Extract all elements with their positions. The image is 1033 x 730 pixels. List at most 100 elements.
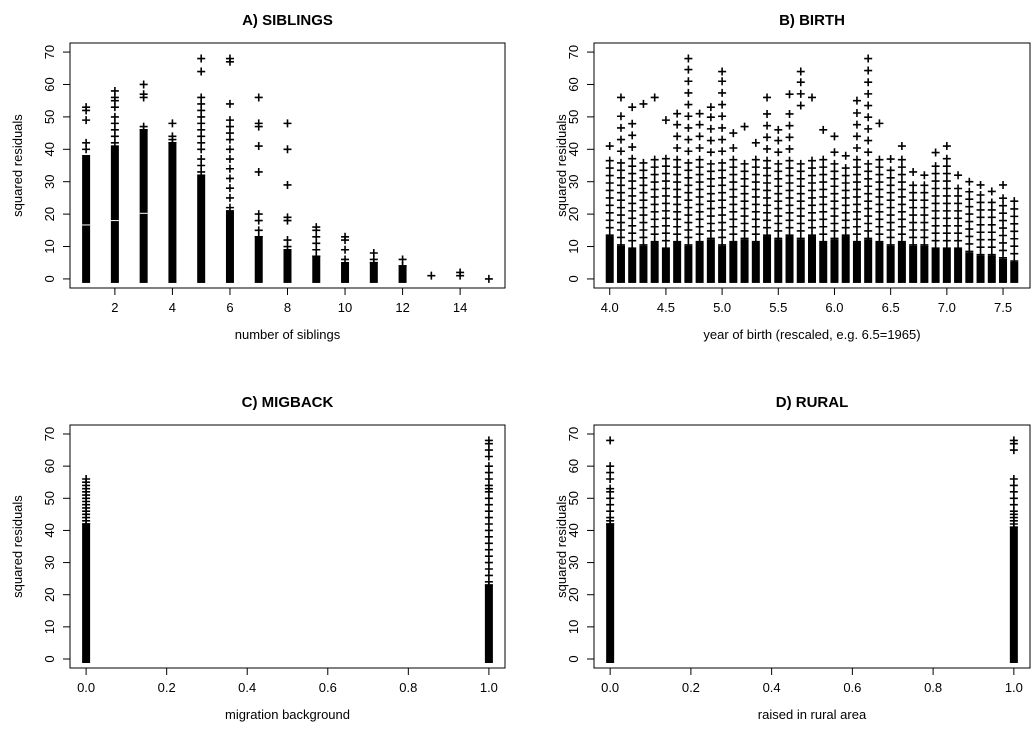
plot-frame xyxy=(593,424,1031,669)
x-tick-label: 4 xyxy=(169,300,176,315)
data-point xyxy=(684,147,693,156)
data-point xyxy=(965,225,974,234)
data-point xyxy=(684,218,693,227)
data-point xyxy=(1010,197,1019,206)
data-point xyxy=(718,173,727,182)
data-point xyxy=(661,177,670,186)
data-point xyxy=(954,184,963,193)
data-point xyxy=(751,178,760,187)
data-point xyxy=(819,178,828,187)
data-point xyxy=(616,211,625,220)
data-point xyxy=(819,155,828,164)
data-point xyxy=(763,186,772,195)
data-point xyxy=(751,207,760,216)
data-point xyxy=(864,182,873,191)
data-point xyxy=(897,185,906,194)
data-point xyxy=(729,144,738,152)
data-point xyxy=(718,67,727,76)
data-point xyxy=(616,233,625,242)
data-point xyxy=(886,203,895,212)
y-tick-label: 20 xyxy=(42,587,57,601)
data-point xyxy=(954,206,963,215)
data-point xyxy=(628,206,637,215)
data-point xyxy=(718,77,727,86)
data-point xyxy=(942,229,951,238)
data-point xyxy=(254,216,263,225)
data-point xyxy=(605,208,614,217)
data-point xyxy=(796,167,805,176)
data-point xyxy=(673,170,682,179)
data-point xyxy=(942,206,951,215)
data-point xyxy=(841,201,850,210)
data-point xyxy=(225,99,234,108)
data-point xyxy=(920,196,929,205)
data-point xyxy=(740,122,749,131)
data-point xyxy=(341,236,350,245)
data-point xyxy=(909,188,918,197)
data-point xyxy=(830,226,839,235)
data-point xyxy=(706,204,715,213)
data-point xyxy=(796,89,805,98)
data-point xyxy=(605,186,614,195)
data-point xyxy=(616,188,625,197)
dense-column xyxy=(684,245,693,283)
data-point xyxy=(751,163,760,172)
data-point xyxy=(864,78,873,87)
data-point xyxy=(852,120,861,129)
data-point xyxy=(706,124,715,133)
data-point xyxy=(729,185,738,194)
dense-column xyxy=(1010,261,1019,283)
data-point xyxy=(830,189,839,198)
data-point xyxy=(942,169,951,178)
data-point xyxy=(484,452,493,461)
data-point xyxy=(864,136,873,145)
data-point xyxy=(605,171,614,180)
data-point xyxy=(628,199,637,208)
data-point xyxy=(695,144,704,152)
x-axis-label: raised in rural area xyxy=(758,707,867,722)
data-point xyxy=(650,155,659,164)
data-point xyxy=(987,235,996,244)
data-point xyxy=(886,155,895,164)
data-point xyxy=(875,222,884,231)
data-point xyxy=(695,207,704,216)
x-tick-label: 12 xyxy=(395,300,409,315)
data-point xyxy=(225,164,234,173)
dense-column xyxy=(168,142,177,283)
data-point xyxy=(774,182,783,191)
data-point xyxy=(852,237,861,246)
data-point xyxy=(751,222,760,231)
data-point xyxy=(673,144,682,152)
data-point xyxy=(673,163,682,172)
data-point xyxy=(808,164,816,173)
data-point xyxy=(695,109,704,118)
y-axis: 0 10 20 30 40 50 60 70 xyxy=(42,45,70,283)
dense-column xyxy=(628,249,637,283)
data-point xyxy=(931,206,940,215)
panel-a: A) SIBLINGS 2 4 6 8 10 12 14 number of siblings 0… xyxy=(10,12,506,342)
data-point xyxy=(718,135,727,144)
y-tick-label: 70 xyxy=(566,45,581,59)
data-point xyxy=(605,201,614,210)
data-point xyxy=(729,230,738,239)
data-point xyxy=(684,211,693,220)
data-point xyxy=(718,211,727,220)
data-point xyxy=(931,169,940,178)
data-point xyxy=(684,65,693,74)
data-point xyxy=(819,222,828,231)
data-point xyxy=(1009,523,1018,532)
data-point xyxy=(639,181,648,190)
data-point xyxy=(954,236,963,245)
data-point xyxy=(920,181,929,190)
data-point xyxy=(774,204,783,213)
data-point xyxy=(639,188,648,197)
data-point xyxy=(341,245,350,254)
data-point xyxy=(398,261,407,270)
data-point xyxy=(225,174,234,183)
data-point xyxy=(1010,204,1019,213)
data-point xyxy=(628,214,637,223)
data-point xyxy=(254,167,263,176)
x-tick-label: 2 xyxy=(111,300,118,315)
data-point xyxy=(628,191,637,200)
data-point xyxy=(751,192,760,201)
